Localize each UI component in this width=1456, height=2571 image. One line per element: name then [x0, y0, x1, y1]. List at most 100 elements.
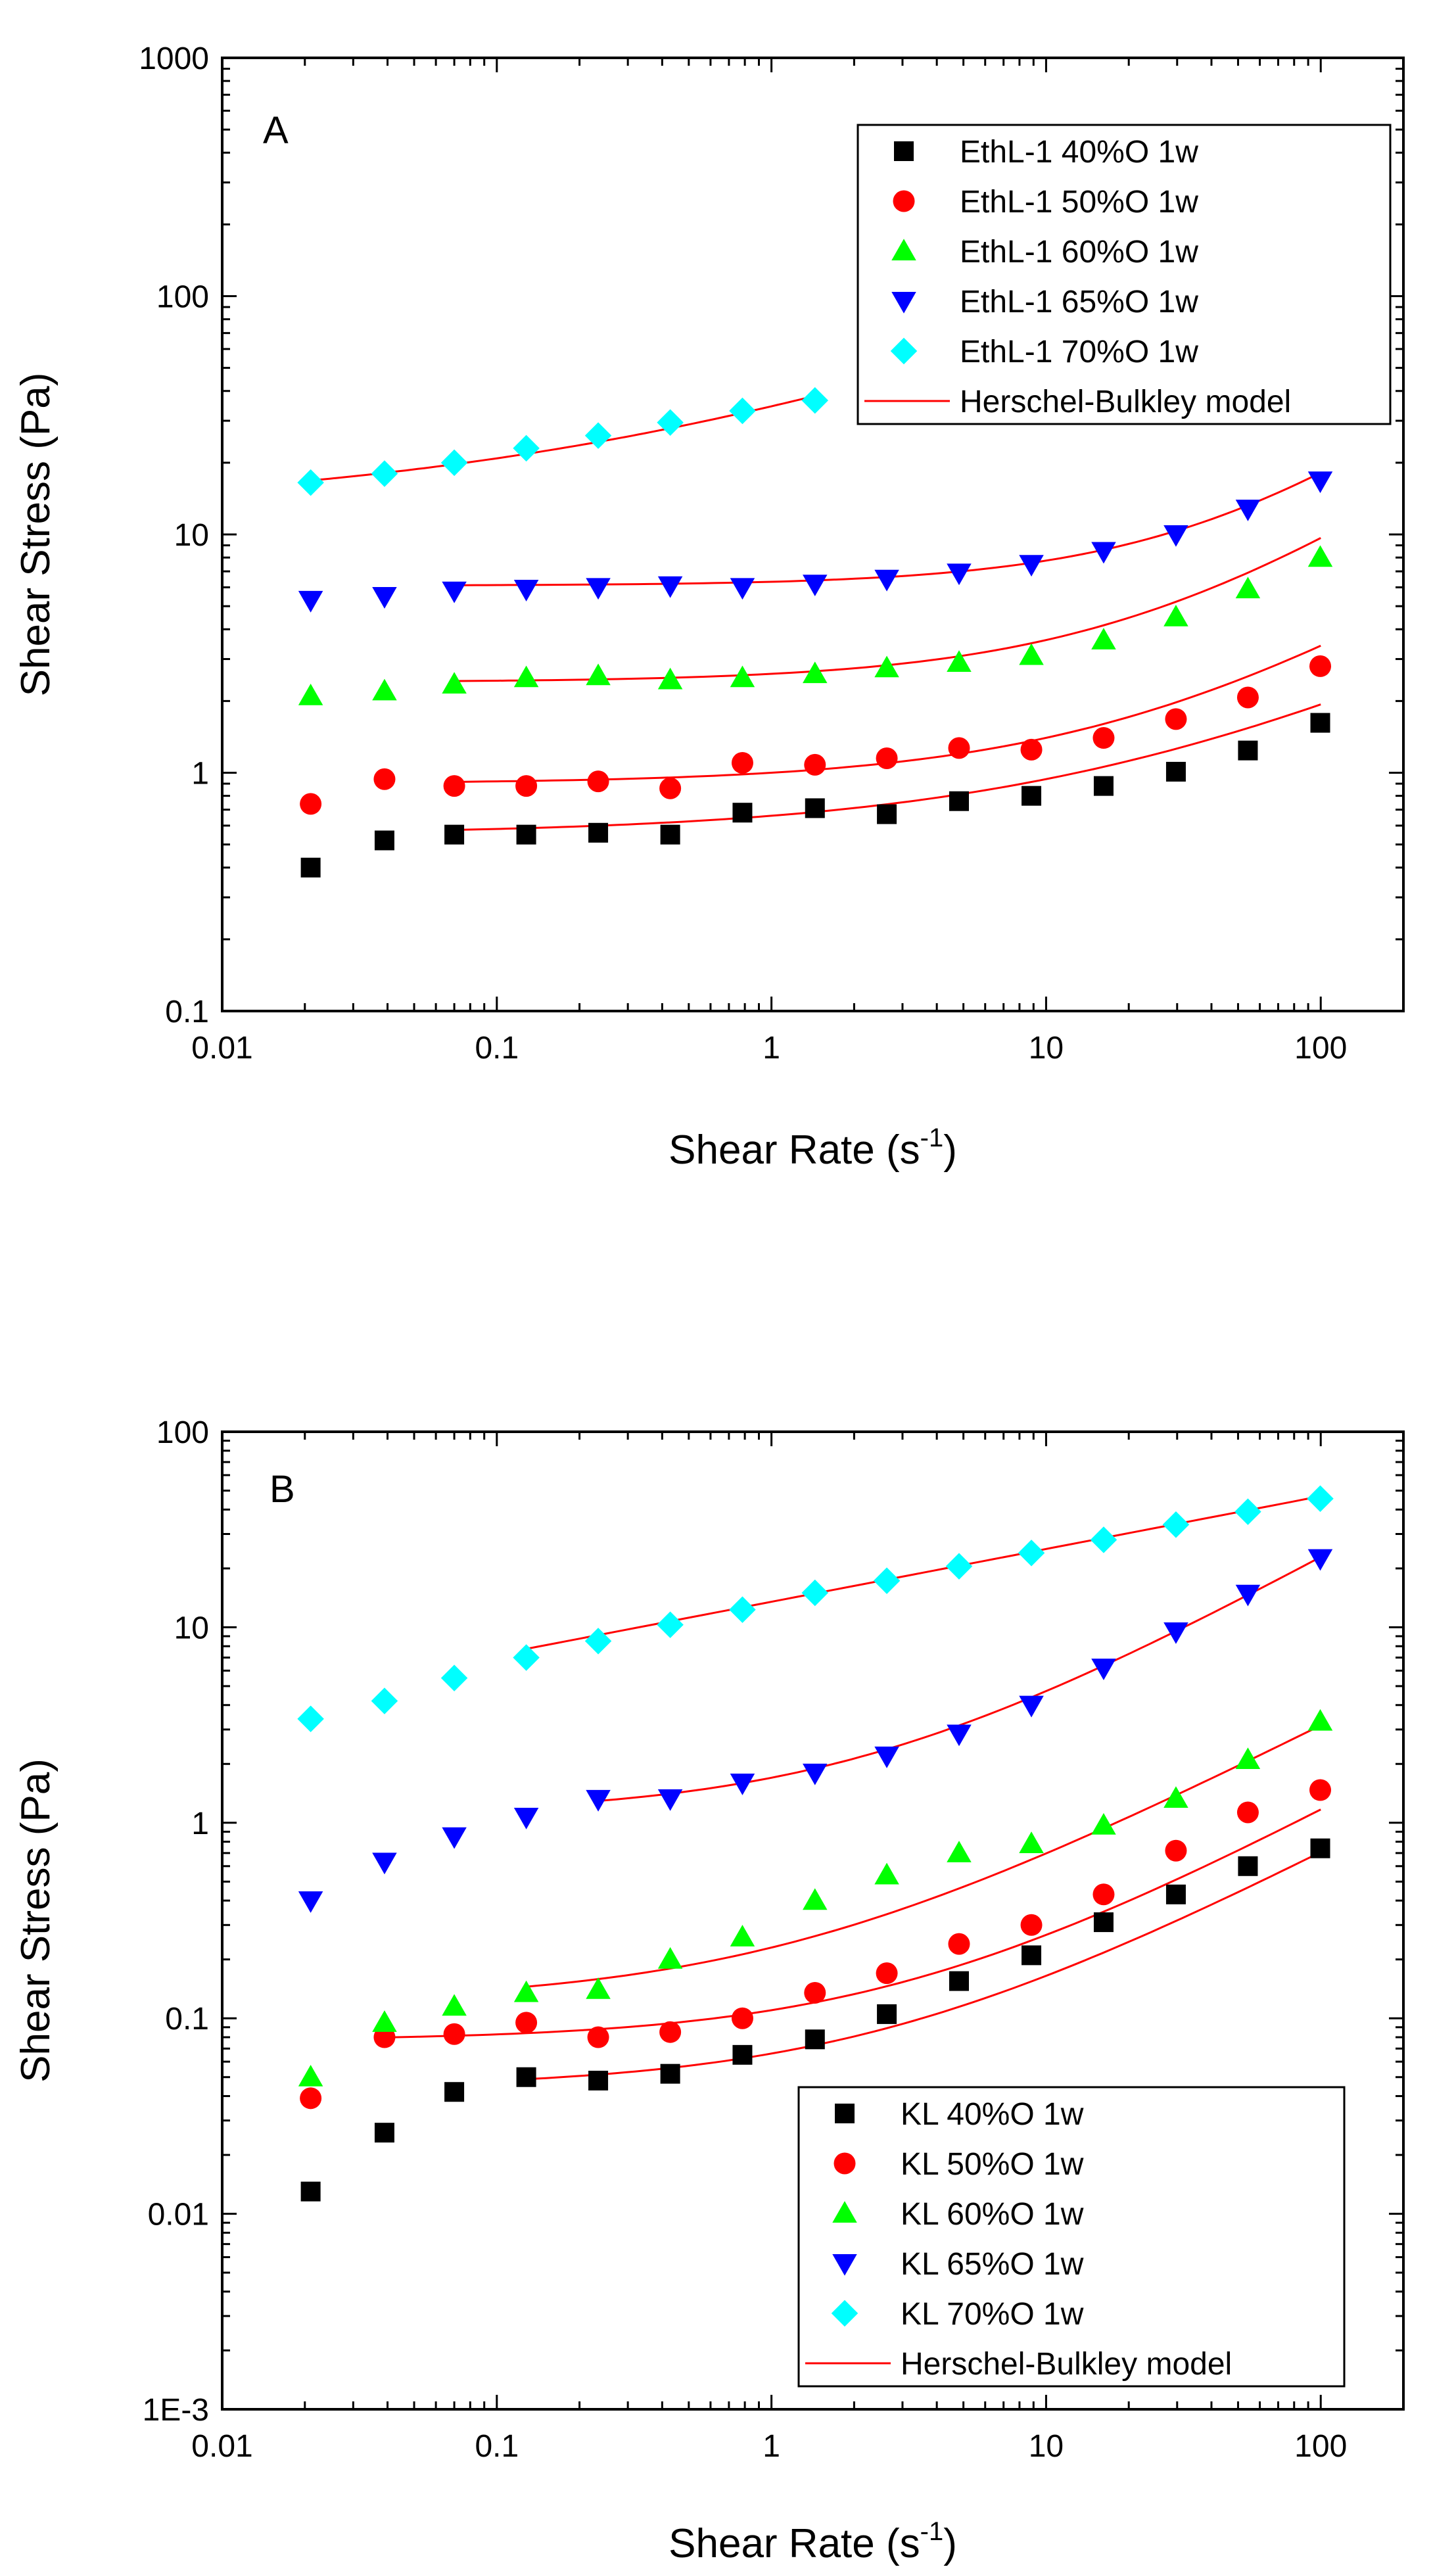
- data-point: [657, 1789, 683, 1811]
- data-point: [371, 1687, 398, 1714]
- data-point: [1238, 1856, 1258, 1876]
- legend: KL 40%O 1w KL 50%O 1w KL 60%O 1w KL 65%O 1w…: [797, 2086, 1346, 2388]
- data-point: [1310, 1838, 1330, 1858]
- data-point: [372, 2010, 397, 2032]
- data-point: [588, 2070, 609, 2090]
- data-point: [874, 569, 899, 592]
- legend-box: [797, 2086, 1346, 2388]
- data-point: [729, 397, 756, 425]
- legend-label: KL 40%O 1w: [901, 2097, 1084, 2132]
- data-point: [874, 1862, 899, 1885]
- y-axis-label: Shear Stress (Pa): [13, 1758, 59, 2083]
- data-point: [300, 2181, 321, 2202]
- data-point: [1022, 1945, 1042, 1966]
- data-point: [372, 678, 397, 701]
- y-tick-label: 0.1: [165, 2002, 209, 2037]
- y-tick-label: 1000: [139, 41, 209, 76]
- data-point: [1235, 500, 1261, 521]
- data-point: [442, 1827, 467, 1849]
- data-point: [516, 824, 536, 845]
- data-point: [1307, 471, 1333, 494]
- data-point: [1019, 1831, 1044, 1853]
- data-point: [586, 1977, 611, 1999]
- data-point: [1236, 1801, 1259, 1824]
- data-point: [1019, 555, 1044, 577]
- fit-line: [526, 1724, 1321, 1988]
- x-axis-label-end: ): [943, 2521, 957, 2566]
- y-tick-label: 100: [156, 1415, 209, 1450]
- data-point: [1165, 761, 1186, 782]
- data-point: [374, 830, 394, 851]
- data-point: [730, 1925, 755, 1946]
- data-point: [374, 2123, 394, 2143]
- data-point: [877, 2004, 897, 2024]
- legend-marker: [835, 2104, 855, 2123]
- data-point: [513, 1980, 539, 2002]
- legend-label: EthL-1 50%O 1w: [960, 185, 1198, 220]
- x-tick-label: 0.01: [191, 2429, 252, 2464]
- legend-label: EthL-1 60%O 1w: [960, 235, 1198, 270]
- data-point: [513, 665, 539, 688]
- data-point: [586, 663, 611, 686]
- fit-line: [384, 1808, 1321, 2039]
- x-tick-label: 0.01: [191, 1031, 252, 1066]
- data-point: [804, 1981, 826, 2004]
- legend-marker: [894, 141, 914, 161]
- data-point: [584, 422, 612, 449]
- fit-line: [526, 1851, 1321, 2081]
- data-point: [298, 2064, 323, 2087]
- data-point: [1020, 1914, 1043, 1936]
- data-point: [947, 650, 972, 672]
- y-tick-label: 10: [174, 1611, 209, 1645]
- series-0: [300, 713, 1330, 878]
- data-point: [949, 1971, 969, 1991]
- data-point: [440, 449, 468, 477]
- data-point: [371, 460, 398, 487]
- x-tick-label: 100: [1294, 2429, 1347, 2464]
- data-point: [1163, 1786, 1188, 1808]
- legend-label: EthL-1 65%O 1w: [960, 285, 1198, 319]
- data-point: [444, 2082, 465, 2102]
- data-point: [657, 1611, 684, 1638]
- data-point: [805, 2029, 825, 2050]
- legend-marker: [832, 2253, 857, 2276]
- series-3: [298, 1549, 1333, 1913]
- data-point: [1310, 713, 1330, 733]
- data-point: [1090, 1526, 1117, 1553]
- legend-box: [857, 124, 1392, 425]
- data-point: [659, 777, 682, 799]
- data-point: [443, 2023, 465, 2045]
- data-point: [300, 857, 321, 878]
- data-point: [1165, 1839, 1187, 1862]
- legend-marker: [891, 291, 916, 314]
- data-point: [730, 578, 755, 600]
- data-point: [803, 575, 828, 597]
- data-point: [586, 1789, 611, 1812]
- fit-line: [598, 1556, 1321, 1803]
- data-point: [731, 751, 753, 774]
- y-tick-label: 1E-3: [143, 2393, 209, 2428]
- data-point: [803, 1888, 828, 1910]
- data-point: [298, 683, 323, 705]
- data-point: [945, 1553, 973, 1580]
- data-point: [513, 1644, 540, 1671]
- legend-label: EthL-1 70%O 1w: [960, 335, 1198, 369]
- data-point: [584, 1628, 612, 1655]
- data-point: [1165, 708, 1187, 730]
- data-point: [442, 581, 467, 603]
- series-0: [300, 1838, 1330, 2202]
- x-tick-label: 100: [1294, 1031, 1347, 1066]
- data-point: [874, 655, 899, 678]
- data-point: [732, 803, 753, 823]
- data-point: [1163, 1622, 1188, 1644]
- legend-marker: [893, 190, 915, 212]
- legend-label: EthL-1 40%O 1w: [960, 135, 1198, 170]
- data-point: [440, 1664, 468, 1691]
- legend-marker: [891, 239, 916, 261]
- data-point: [803, 661, 828, 684]
- data-point: [1091, 628, 1116, 649]
- x-axis-label: Shear Rate (s-1): [669, 1123, 957, 1173]
- legend-fit-label: Herschel-Bulkley model: [901, 2347, 1232, 2382]
- legend: EthL-1 40%O 1w EthL-1 50%O 1w EthL-1 60%O …: [857, 124, 1392, 425]
